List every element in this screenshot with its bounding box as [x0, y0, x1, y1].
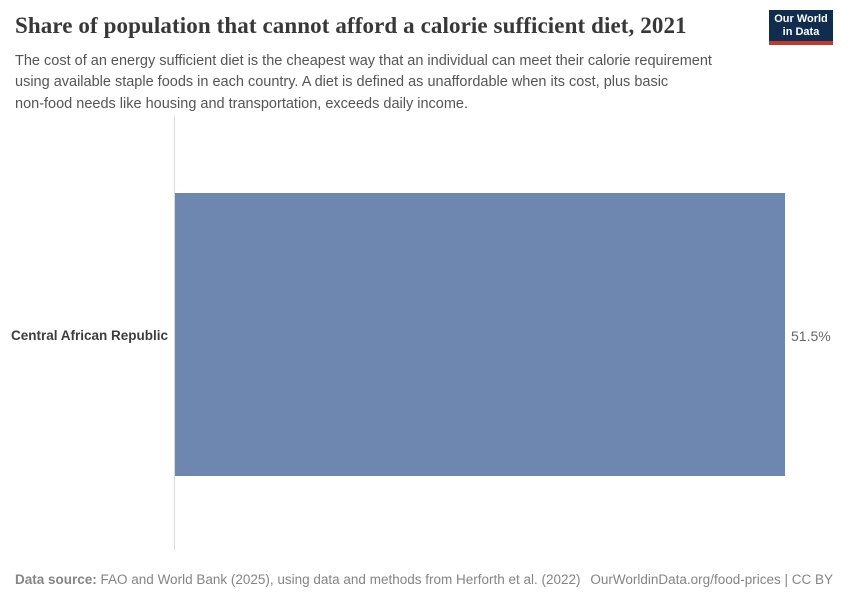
subtitle-line: using available staple foods in each cou… — [15, 74, 669, 91]
bar-central-african-republic[interactable] — [175, 193, 785, 476]
data-source-text: FAO and World Bank (2025), using data an… — [96, 572, 581, 587]
subtitle-line: non-food needs like housing and transpor… — [15, 95, 469, 112]
owid-logo-line2: in Data — [782, 25, 820, 38]
owid-logo-line1: Our World — [774, 12, 828, 25]
y-axis-line — [174, 116, 175, 550]
chart-footer: Data source: FAO and World Bank (2025), … — [15, 572, 833, 587]
owid-logo[interactable]: Our World in Data — [769, 10, 833, 45]
data-source-note: Data source: FAO and World Bank (2025), … — [15, 572, 581, 587]
chart-subtitle: The cost of an energy sufficient diet is… — [15, 51, 712, 115]
plot-area — [175, 193, 785, 476]
chart-title: Share of population that cannot afford a… — [15, 13, 687, 38]
subtitle-line: The cost of an energy sufficient diet is… — [15, 53, 712, 69]
bar-value-label: 51.5% — [791, 328, 831, 344]
bar-category-label: Central African Republic — [10, 328, 168, 343]
data-source-label: Data source: — [15, 572, 97, 587]
owid-url-license-link[interactable]: OurWorldinData.org/food-prices | CC BY — [590, 572, 833, 587]
